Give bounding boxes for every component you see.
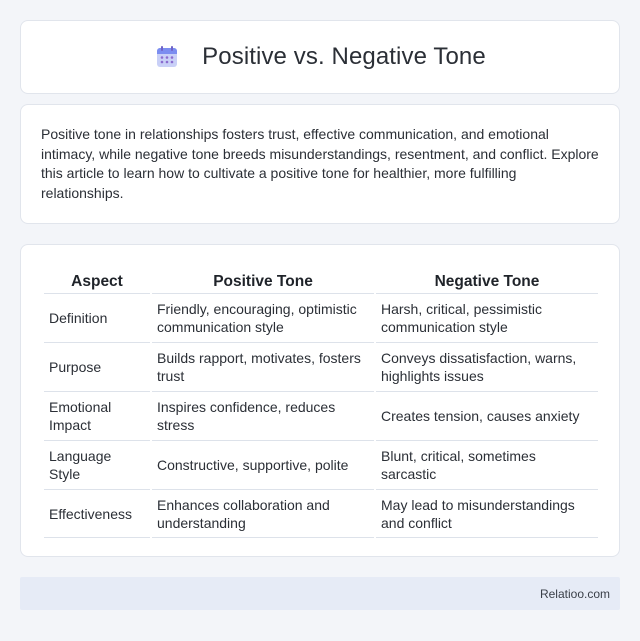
footer-bar: Relatioo.com (20, 577, 620, 610)
title-card: Positive vs. Negative Tone (20, 20, 620, 94)
table-row: Definition Friendly, encouraging, optimi… (44, 293, 598, 342)
intro-card: Positive tone in relationships fosters t… (20, 104, 620, 224)
aspect-cell: Language Style (44, 440, 150, 489)
intro-paragraph: Positive tone in relationships fosters t… (41, 126, 599, 201)
page-title: Positive vs. Negative Tone (202, 43, 486, 70)
table-row: Purpose Builds rapport, motivates, foste… (44, 342, 598, 391)
positive-cell: Constructive, supportive, polite (152, 440, 374, 489)
header-aspect: Aspect (71, 273, 123, 290)
aspect-cell: Effectiveness (44, 489, 150, 538)
table-row: Language Style Constructive, supportive,… (44, 440, 598, 489)
positive-cell: Inspires confidence, reduces stress (152, 391, 374, 440)
positive-cell: Enhances collaboration and understanding (152, 489, 374, 538)
positive-cell: Friendly, encouraging, optimistic commun… (152, 293, 374, 342)
negative-cell: Harsh, critical, pessimistic communicati… (376, 293, 598, 342)
header-negative-tone: Negative Tone (434, 273, 540, 290)
aspect-cell: Purpose (44, 342, 150, 391)
positive-cell: Builds rapport, motivates, fosters trust (152, 342, 374, 391)
comparison-table: Aspect Positive Tone Negative Tone Defin… (42, 265, 600, 538)
aspect-cell: Emotional Impact (44, 391, 150, 440)
aspect-cell: Definition (44, 293, 150, 342)
negative-cell: May lead to misunderstandings and confli… (376, 489, 598, 538)
header-positive-tone: Positive Tone (213, 273, 313, 290)
table-row: Emotional Impact Inspires confidence, re… (44, 391, 598, 440)
negative-cell: Conveys dissatisfaction, warns, highligh… (376, 342, 598, 391)
calendar-icon (154, 44, 180, 70)
table-row: Effectiveness Enhances collaboration and… (44, 489, 598, 538)
negative-cell: Blunt, critical, sometimes sarcastic (376, 440, 598, 489)
table-header-row: Aspect Positive Tone Negative Tone (44, 265, 598, 293)
comparison-table-card: Aspect Positive Tone Negative Tone Defin… (20, 244, 620, 557)
negative-cell: Creates tension, causes anxiety (376, 391, 598, 440)
title-wrap: Positive vs. Negative Tone (154, 43, 486, 71)
footer-site-link[interactable]: Relatioo.com (539, 586, 610, 601)
